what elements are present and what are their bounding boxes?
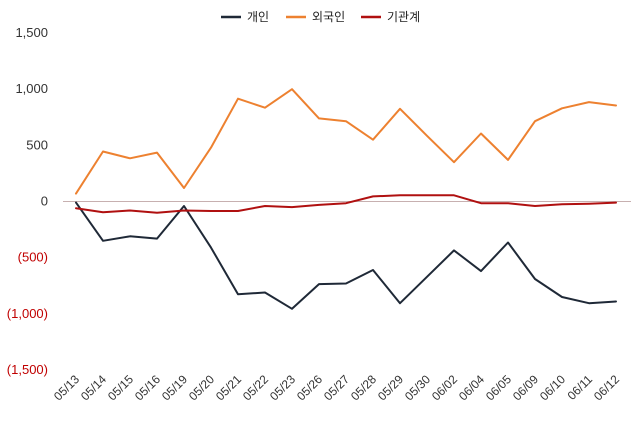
x-tick-label: 06/02 [429, 372, 460, 403]
legend-label: 개인 [247, 10, 269, 24]
x-tick-label: 05/22 [240, 372, 271, 403]
x-tick-label: 05/20 [186, 372, 217, 403]
x-tick-label: 05/13 [51, 372, 82, 403]
x-tick-label: 05/23 [267, 372, 298, 403]
x-tick-label: 05/28 [348, 372, 379, 403]
series-line [75, 201, 617, 310]
y-tick-label: (500) [18, 250, 48, 265]
legend-label: 외국인 [312, 10, 345, 24]
x-tick-label: 06/04 [456, 372, 487, 403]
x-tick-label: 06/09 [510, 372, 541, 403]
series-line [75, 88, 617, 195]
y-tick-label: 0 [41, 194, 48, 209]
x-tick-label: 05/15 [105, 372, 136, 403]
y-tick-label: 500 [26, 137, 48, 152]
series-line [75, 194, 617, 214]
x-tick-label: 05/30 [402, 372, 433, 403]
x-tick-label: 06/10 [537, 372, 568, 403]
x-tick-label: 06/11 [565, 372, 596, 403]
y-tick-label: 1,000 [15, 81, 48, 96]
legend: 개인 외국인 기관계 [221, 10, 420, 24]
x-tick-label: 05/21 [213, 372, 244, 403]
x-tick-label: 06/05 [483, 372, 514, 403]
x-axis: 05/1305/1405/1505/1605/1905/2005/2105/22… [51, 372, 622, 403]
x-tick-label: 05/26 [294, 372, 325, 403]
x-tick-label: 05/16 [132, 372, 163, 403]
y-tick-label: (1,000) [7, 306, 48, 321]
x-tick-label: 06/12 [591, 372, 622, 403]
x-tick-label: 05/27 [321, 372, 352, 403]
legend-label: 기관계 [387, 10, 420, 24]
series-lines [75, 88, 617, 310]
y-tick-label: 1,500 [15, 25, 48, 40]
x-tick-label: 05/29 [375, 372, 406, 403]
y-axis: 1,500 1,000 500 0 (500) (1,000) (1,500) [7, 25, 48, 377]
y-tick-label: (1,500) [7, 362, 48, 377]
x-tick-label: 05/14 [78, 372, 109, 403]
x-tick-label: 05/19 [159, 372, 190, 403]
